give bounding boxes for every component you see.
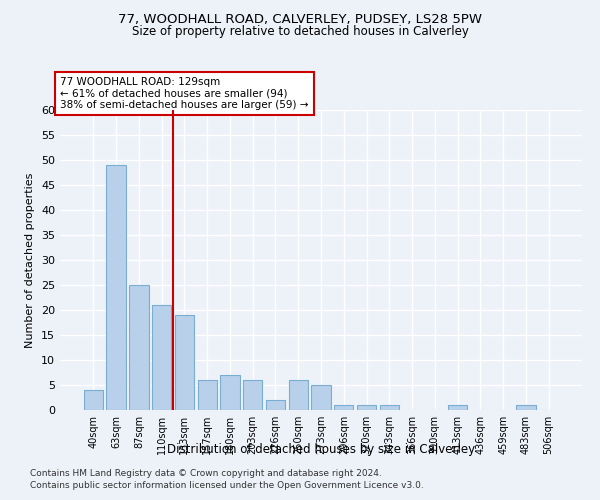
Text: Size of property relative to detached houses in Calverley: Size of property relative to detached ho…: [131, 25, 469, 38]
Y-axis label: Number of detached properties: Number of detached properties: [25, 172, 35, 348]
Bar: [516, 405, 536, 410]
Bar: [175, 315, 194, 410]
Bar: [197, 380, 217, 410]
Bar: [380, 405, 399, 410]
Text: Distribution of detached houses by size in Calverley: Distribution of detached houses by size …: [167, 442, 475, 456]
Text: 77, WOODHALL ROAD, CALVERLEY, PUDSEY, LS28 5PW: 77, WOODHALL ROAD, CALVERLEY, PUDSEY, LS…: [118, 12, 482, 26]
Bar: [289, 380, 308, 410]
Bar: [152, 305, 172, 410]
Bar: [357, 405, 376, 410]
Text: 77 WOODHALL ROAD: 129sqm
← 61% of detached houses are smaller (94)
38% of semi-d: 77 WOODHALL ROAD: 129sqm ← 61% of detach…: [60, 77, 308, 110]
Bar: [266, 400, 285, 410]
Bar: [334, 405, 353, 410]
Bar: [84, 390, 103, 410]
Bar: [243, 380, 262, 410]
Text: Contains public sector information licensed under the Open Government Licence v3: Contains public sector information licen…: [30, 481, 424, 490]
Bar: [106, 165, 126, 410]
Bar: [448, 405, 467, 410]
Bar: [220, 375, 239, 410]
Bar: [311, 385, 331, 410]
Text: Contains HM Land Registry data © Crown copyright and database right 2024.: Contains HM Land Registry data © Crown c…: [30, 468, 382, 477]
Bar: [129, 285, 149, 410]
